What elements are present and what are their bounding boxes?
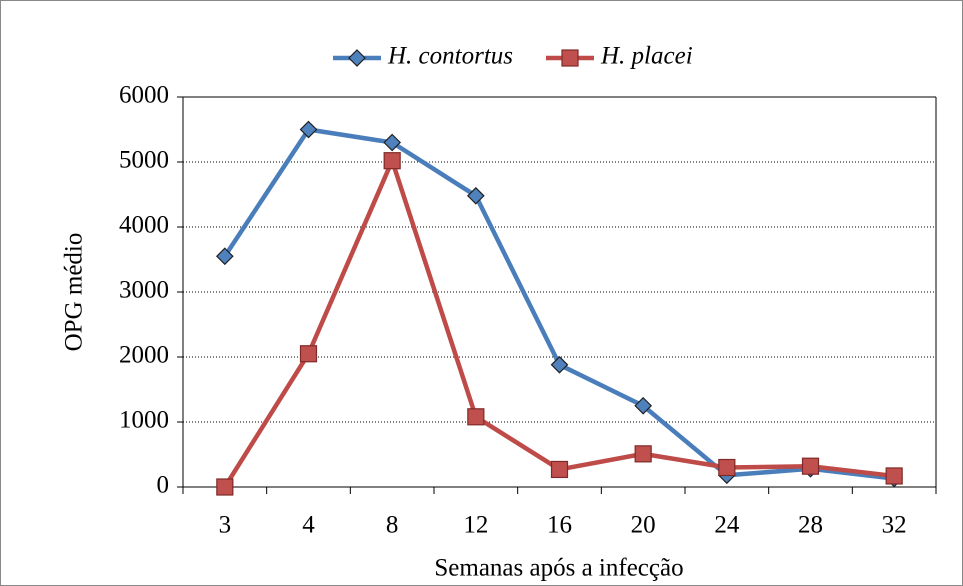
data-point <box>467 408 485 426</box>
data-point <box>550 355 569 374</box>
data-point <box>634 396 653 415</box>
data-point <box>299 120 318 139</box>
data-point <box>466 186 485 205</box>
legend-marker <box>348 49 366 67</box>
x-tick-label: 8 <box>386 512 399 539</box>
y-tick-label: 0 <box>157 472 170 499</box>
y-tick-label: 5000 <box>119 147 169 174</box>
x-tick-label: 3 <box>219 512 232 539</box>
data-point <box>550 460 569 479</box>
y-tick-label: 4000 <box>119 212 169 239</box>
x-tick-label: 24 <box>714 512 740 539</box>
data-point <box>634 445 652 463</box>
data-point <box>885 467 903 485</box>
x-tick-label: 20 <box>631 512 656 539</box>
x-tick-label: 28 <box>798 512 823 539</box>
data-point <box>383 133 402 152</box>
legend-marker <box>561 49 579 67</box>
x-tick-label: 12 <box>463 512 488 539</box>
y-tick-label: 3000 <box>119 277 169 304</box>
data-point <box>383 152 401 170</box>
legend-label: H. placei <box>600 43 693 70</box>
x-tick-label: 16 <box>547 512 572 539</box>
y-axis-label: OPG médio <box>61 233 88 352</box>
y-tick-label: 2000 <box>119 342 169 369</box>
legend-label: H. contortus <box>387 43 513 70</box>
data-point <box>216 478 234 496</box>
data-point <box>801 457 820 475</box>
data-point <box>215 247 234 266</box>
data-point <box>718 458 736 477</box>
data-point <box>299 345 318 363</box>
y-tick-label: 6000 <box>119 82 169 109</box>
x-axis-label: Semanas após a infecção <box>434 555 683 582</box>
y-tick-label: 1000 <box>119 407 169 434</box>
x-tick-label: 4 <box>302 512 315 539</box>
x-tick-label: 32 <box>882 512 907 539</box>
